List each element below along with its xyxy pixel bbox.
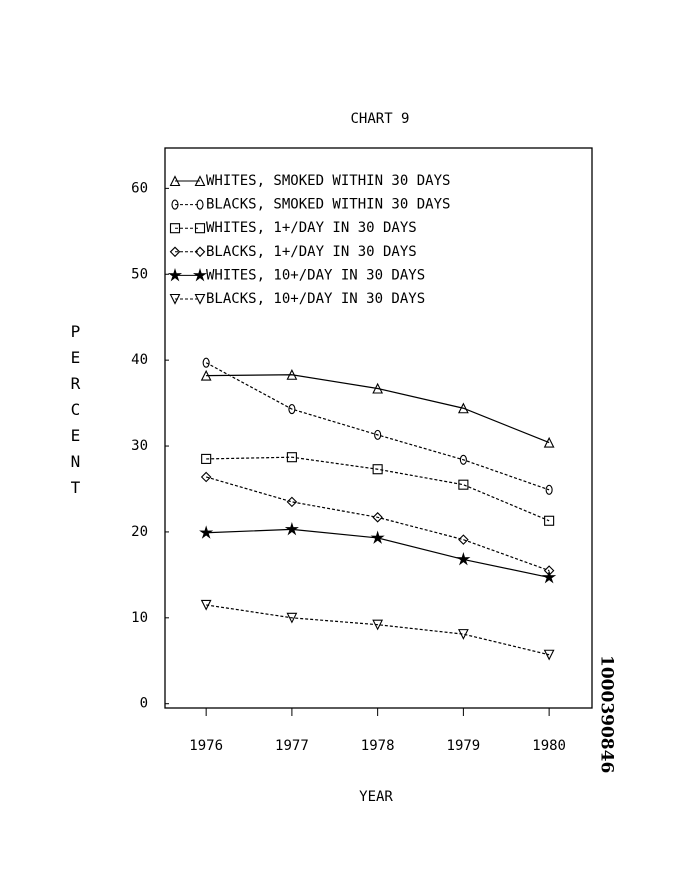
y-tick-label: 50 bbox=[131, 266, 148, 282]
legend-marker bbox=[169, 293, 181, 305]
marker bbox=[286, 452, 297, 463]
series-line bbox=[205, 362, 550, 491]
x-tick-label: 1979 bbox=[447, 738, 481, 754]
legend-marker bbox=[196, 199, 204, 210]
legend-marker bbox=[167, 268, 183, 282]
marker bbox=[542, 570, 557, 584]
marker bbox=[545, 484, 553, 495]
marker bbox=[288, 404, 296, 415]
marker bbox=[372, 512, 383, 523]
marker bbox=[374, 429, 382, 440]
legend-marker bbox=[169, 246, 181, 258]
series-line bbox=[205, 476, 550, 572]
marker bbox=[543, 649, 555, 661]
marker bbox=[544, 515, 555, 526]
marker bbox=[458, 479, 469, 490]
legend-label: WHITES, SMOKED WITHIN 30 DAYS bbox=[206, 173, 450, 189]
marker bbox=[372, 619, 384, 631]
marker bbox=[457, 402, 469, 414]
marker bbox=[200, 369, 212, 381]
y-tick-label: 10 bbox=[131, 610, 148, 626]
marker bbox=[372, 464, 383, 475]
marker bbox=[286, 496, 298, 508]
x-tick-label: 1977 bbox=[275, 738, 309, 754]
marker bbox=[202, 357, 210, 368]
y-tick-label: 30 bbox=[131, 438, 148, 454]
series-line bbox=[206, 604, 550, 656]
legend-marker bbox=[194, 175, 206, 187]
legend-marker bbox=[194, 293, 206, 305]
legend-marker bbox=[194, 246, 206, 258]
x-axis-label: YEAR bbox=[359, 789, 393, 805]
x-tick-label: 1976 bbox=[189, 738, 223, 754]
legend-marker bbox=[169, 175, 181, 187]
marker bbox=[286, 369, 298, 380]
marker bbox=[457, 629, 469, 640]
series-line bbox=[206, 456, 550, 522]
legend-marker bbox=[171, 199, 179, 210]
marker bbox=[459, 454, 467, 465]
legend-label: BLACKS, 10+/DAY IN 30 DAYS bbox=[206, 291, 425, 307]
y-tick-label: 20 bbox=[131, 524, 148, 540]
legend-marker bbox=[194, 223, 206, 234]
y-tick-label: 40 bbox=[131, 352, 148, 368]
marker bbox=[372, 382, 384, 394]
legend-label: WHITES, 1+/DAY IN 30 DAYS bbox=[206, 220, 417, 236]
y-tick-label: 0 bbox=[140, 696, 148, 712]
side-note: 1000390846 bbox=[597, 655, 617, 773]
marker bbox=[200, 599, 212, 611]
legend-marker bbox=[169, 223, 181, 234]
legend-marker bbox=[192, 268, 208, 282]
legend-label: WHITES, 10+/DAY IN 30 DAYS bbox=[206, 267, 425, 283]
marker bbox=[456, 552, 471, 566]
legend-label: BLACKS, 1+/DAY IN 30 DAYS bbox=[206, 244, 417, 260]
marker bbox=[284, 521, 299, 536]
chart-title: CHART 9 bbox=[350, 111, 409, 127]
marker bbox=[286, 612, 298, 624]
x-tick-label: 1978 bbox=[361, 738, 395, 754]
y-tick-label: 60 bbox=[131, 180, 148, 196]
marker bbox=[370, 530, 385, 544]
legend-label: BLACKS, SMOKED WITHIN 30 DAYS bbox=[206, 197, 450, 213]
marker bbox=[458, 534, 469, 545]
marker bbox=[200, 471, 212, 483]
marker bbox=[543, 436, 555, 448]
marker bbox=[199, 525, 214, 539]
series-line bbox=[206, 374, 550, 444]
y-axis-label: PERCENT bbox=[66, 322, 85, 504]
x-tick-label: 1980 bbox=[532, 738, 566, 754]
marker bbox=[201, 453, 212, 464]
plot-frame bbox=[164, 147, 593, 709]
